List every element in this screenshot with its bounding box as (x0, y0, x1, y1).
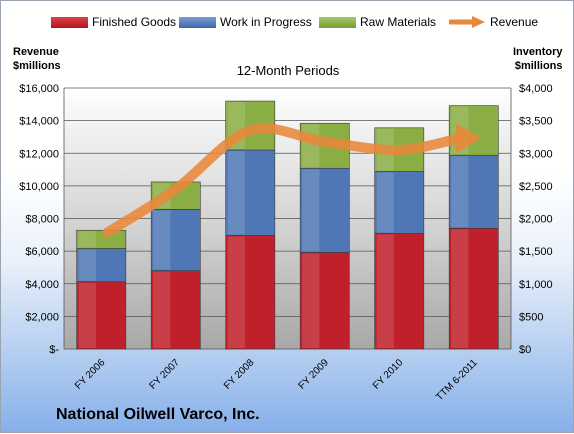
legend-swatch-finished-goods (51, 16, 88, 28)
bar-highlight (451, 229, 469, 348)
left-tick-label: $- (49, 344, 59, 356)
right-axis-title-line1: Inventory (513, 46, 563, 58)
bar-finished-goods (225, 235, 276, 350)
bar-highlight (78, 249, 96, 281)
legend-item-raw-materials: Raw Materials (319, 15, 436, 29)
company-name: National Oilwell Varco, Inc. (56, 406, 260, 423)
left-axis-title-line2: $millions (13, 60, 61, 72)
bar-work-in-progress (448, 154, 499, 229)
left-tick-label: $14,000 (19, 116, 59, 128)
legend-label-work-in-progress: Work in Progress (220, 15, 312, 29)
bar-finished-goods (374, 233, 425, 350)
bar-finished-goods (150, 270, 201, 350)
bar-highlight (376, 172, 394, 233)
left-tick-label: $12,000 (19, 148, 59, 160)
left-tick-label: $6,000 (25, 246, 59, 258)
left-tick-label: $10,000 (19, 181, 59, 193)
legend-arrow-icon (449, 16, 485, 28)
x-tick-label: FY 2008 (222, 357, 257, 392)
legend-label-finished-goods: Finished Goods (92, 15, 177, 29)
legend-item-finished-goods: Finished Goods (51, 15, 176, 29)
bar-highlight (227, 150, 245, 235)
x-tick-label: FY 2007 (147, 357, 182, 392)
bar-raw-materials (76, 229, 127, 249)
bar-highlight (451, 156, 469, 228)
bar-work-in-progress (150, 209, 201, 272)
bar-work-in-progress (299, 167, 350, 253)
x-tick-label: FY 2006 (73, 357, 108, 392)
left-axis-title: Revenue $millions (13, 45, 61, 73)
left-tick-label: $8,000 (25, 214, 59, 226)
legend-item-work-in-progress: Work in Progress (179, 15, 312, 29)
bar-finished-goods (448, 227, 499, 350)
bar-work-in-progress (225, 149, 276, 236)
x-tick-label: FY 2009 (296, 357, 331, 392)
left-axis-title-line1: Revenue (13, 46, 59, 58)
left-tick-label: $4,000 (25, 279, 59, 291)
legend-swatch-raw-materials (319, 16, 356, 28)
right-tick-label: $1,000 (519, 279, 553, 291)
x-tick-label: TTM 6-2011 (434, 357, 480, 403)
legend-label-revenue: Revenue (490, 15, 539, 29)
right-tick-label: $3,500 (519, 116, 553, 128)
right-tick-label: $1,500 (519, 246, 553, 258)
bar-highlight (302, 253, 320, 348)
bar-highlight (227, 236, 245, 348)
bar-highlight (78, 231, 96, 248)
revenue-arrowhead (455, 123, 482, 154)
bar-highlight (302, 124, 320, 168)
right-axis-title: Inventory $millions (513, 45, 563, 73)
right-tick-label: $3,000 (519, 148, 553, 160)
right-tick-label: $0 (519, 344, 531, 356)
legend-swatch-work-in-progress (179, 16, 216, 28)
bar-highlight (78, 282, 96, 348)
right-axis-title-line2: $millions (514, 60, 563, 72)
right-tick-label: $4,000 (519, 83, 553, 95)
legend-item-revenue: Revenue (449, 15, 538, 29)
bar-work-in-progress (374, 171, 425, 234)
right-tick-label: $2,500 (519, 181, 553, 193)
bar-finished-goods (76, 281, 127, 350)
right-tick-label: $500 (519, 311, 543, 323)
chart-subtitle: 12-Month Periods (236, 63, 340, 78)
left-tick-label: $2,000 (25, 311, 59, 323)
x-tick-label: FY 2010 (371, 357, 406, 392)
legend-label-raw-materials: Raw Materials (360, 15, 437, 29)
bar-highlight (376, 234, 394, 348)
revenue-line (102, 123, 465, 238)
left-tick-label: $16,000 (19, 83, 59, 95)
bar-highlight (153, 271, 171, 348)
right-tick-label: $2,000 (519, 214, 553, 226)
bar-highlight (153, 210, 171, 270)
bar-work-in-progress (76, 248, 127, 283)
bar-highlight (302, 169, 320, 252)
